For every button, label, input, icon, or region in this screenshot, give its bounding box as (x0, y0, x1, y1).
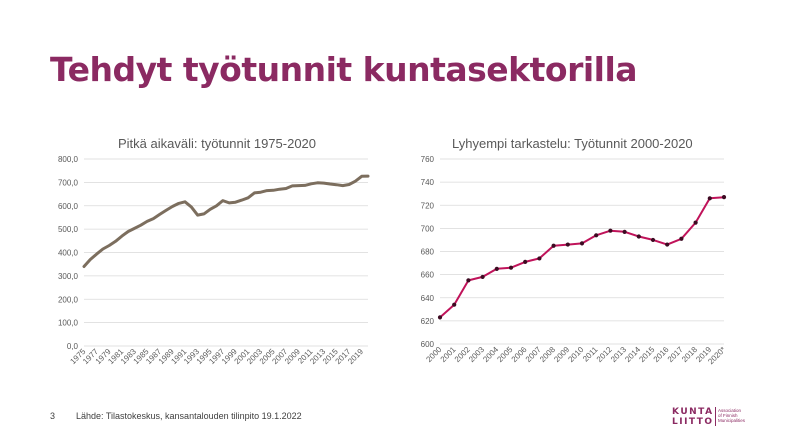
data-point (608, 228, 613, 233)
data-point (707, 196, 712, 201)
y-tick-label: 600 (421, 340, 435, 349)
source-note: Lähde: Tilastokeskus, kansantalouden til… (76, 411, 302, 421)
series-line (82, 174, 370, 268)
y-tick-label: 400,0 (58, 249, 79, 258)
y-tick-label: 740 (421, 178, 435, 187)
slide-title: Tehdyt työtunnit kuntasektorilla (50, 50, 638, 89)
data-point (679, 236, 684, 241)
logo-tagline-3: Municipalities (718, 418, 746, 423)
y-tick-label: 760 (421, 155, 435, 164)
y-tick-label: 620 (421, 317, 435, 326)
logo-word-liitto: LIITTO (672, 417, 714, 427)
logo-tagline-2: of Finnish (718, 413, 738, 418)
data-point (466, 278, 471, 283)
logo-word-kunta: KUNTA (672, 407, 714, 417)
y-tick-label: 720 (421, 201, 435, 210)
data-point (437, 315, 443, 320)
logo-divider (715, 407, 716, 426)
data-point (494, 266, 499, 271)
y-tick-label: 100,0 (58, 319, 79, 328)
y-tick-label: 0,0 (67, 342, 79, 351)
logo-tagline-1: Association (718, 408, 742, 413)
page-number: 3 (50, 411, 56, 421)
y-tick-label: 200,0 (58, 295, 79, 304)
y-tick-label: 600,0 (58, 202, 79, 211)
data-point (650, 237, 656, 243)
data-point (452, 302, 457, 307)
kuntaliitto-logo: KUNTA LIITTO Association of Finnish Muni… (672, 405, 752, 429)
data-point (622, 229, 627, 234)
y-tick-label: 800,0 (58, 155, 79, 164)
data-point (551, 243, 556, 248)
y-tick-label: 300,0 (58, 272, 79, 281)
data-point (537, 256, 542, 261)
y-tick-label: 500,0 (58, 225, 79, 234)
data-point (523, 259, 528, 265)
data-point (480, 274, 485, 280)
data-point (665, 242, 670, 247)
data-point (693, 220, 698, 225)
chart-title-short-term: Lyhyempi tarkastelu: Työtunnit 2000-2020 (452, 136, 693, 151)
data-point (636, 234, 641, 239)
y-tick-label: 640 (421, 294, 435, 303)
chart-title-long-term: Pitkä aikaväli: työtunnit 1975-2020 (118, 136, 317, 151)
data-point (579, 241, 585, 246)
y-tick-label: 660 (421, 271, 435, 280)
y-tick-label: 700 (421, 224, 435, 233)
data-point (594, 233, 599, 238)
y-tick-label: 680 (421, 248, 435, 257)
data-point (721, 195, 727, 200)
data-point (565, 242, 570, 247)
series-line (439, 196, 725, 319)
data-point (508, 265, 514, 270)
y-tick-label: 700,0 (58, 178, 79, 187)
